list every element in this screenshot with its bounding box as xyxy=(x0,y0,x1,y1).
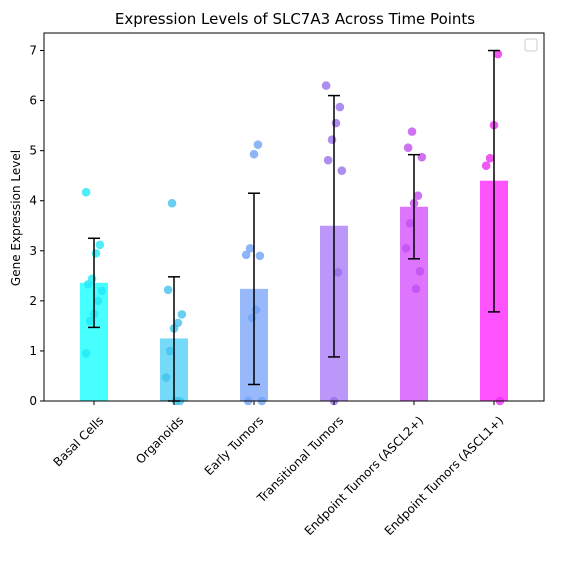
errorbars-layer xyxy=(88,49,500,402)
data-point xyxy=(241,250,251,260)
data-point xyxy=(251,305,261,315)
y-tick-label: 0 xyxy=(29,394,37,408)
y-tick-label: 7 xyxy=(29,44,37,58)
data-point xyxy=(167,198,177,208)
data-point xyxy=(333,268,343,277)
data-point xyxy=(247,313,257,323)
data-point xyxy=(411,284,421,294)
data-point xyxy=(407,127,417,136)
data-point xyxy=(81,349,91,358)
data-point xyxy=(403,143,413,152)
data-point xyxy=(405,218,415,228)
y-axis-label: Gene Expression Level xyxy=(9,150,23,286)
data-point xyxy=(93,296,103,306)
data-point xyxy=(335,102,345,112)
data-point xyxy=(97,286,107,296)
data-point xyxy=(493,49,503,59)
y-tick-label: 4 xyxy=(29,194,37,208)
data-point xyxy=(91,248,101,258)
chart-title: Expression Levels of SLC7A3 Across Time … xyxy=(115,10,475,28)
data-point xyxy=(253,140,263,149)
data-point xyxy=(321,81,331,90)
data-point xyxy=(255,251,265,261)
y-axis: 0 1 2 3 4 5 6 7 xyxy=(29,44,44,408)
data-point xyxy=(83,280,93,289)
data-point xyxy=(161,373,171,382)
data-point xyxy=(415,267,425,276)
data-point xyxy=(81,187,91,197)
data-point xyxy=(327,135,337,144)
data-point xyxy=(485,153,495,163)
data-point xyxy=(401,243,411,253)
data-point xyxy=(331,118,341,128)
points-layer xyxy=(81,49,505,406)
data-point xyxy=(413,191,423,201)
data-point xyxy=(337,166,347,175)
data-point xyxy=(245,243,255,253)
y-tick-label: 3 xyxy=(29,244,37,258)
plot-frame xyxy=(43,32,545,402)
y-tick-label: 6 xyxy=(29,94,37,108)
data-point xyxy=(323,155,333,165)
data-point xyxy=(481,161,491,170)
data-point xyxy=(177,310,187,319)
data-point xyxy=(85,316,95,326)
data-point xyxy=(249,149,259,159)
legend-box xyxy=(524,38,538,52)
y-tick-label: 5 xyxy=(29,144,37,158)
y-tick-label: 1 xyxy=(29,344,37,358)
data-point xyxy=(163,285,173,295)
data-point xyxy=(95,240,105,250)
data-point xyxy=(165,346,175,356)
y-tick-label: 2 xyxy=(29,294,37,308)
